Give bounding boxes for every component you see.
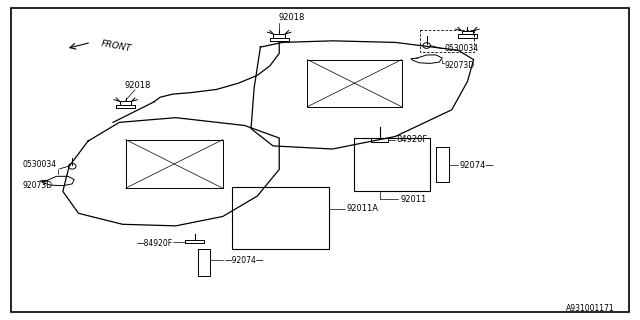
Text: A931001171: A931001171 xyxy=(566,304,615,313)
Text: 92011: 92011 xyxy=(400,195,426,204)
Text: 0530034: 0530034 xyxy=(444,44,478,53)
Text: 92073D: 92073D xyxy=(22,180,52,189)
Bar xyxy=(355,138,430,191)
Text: 92073D: 92073D xyxy=(444,61,474,70)
Text: 84920F: 84920F xyxy=(397,135,428,144)
Text: 0530034: 0530034 xyxy=(22,160,56,169)
Text: 92074—: 92074— xyxy=(460,161,494,170)
Text: —92074—: —92074— xyxy=(225,256,264,266)
Bar xyxy=(232,187,330,249)
Text: 92011A: 92011A xyxy=(346,204,378,213)
Text: 92018: 92018 xyxy=(125,81,151,90)
Text: 92018: 92018 xyxy=(278,13,305,22)
Text: —84920F: —84920F xyxy=(136,239,173,248)
Text: FRONT: FRONT xyxy=(100,40,132,54)
